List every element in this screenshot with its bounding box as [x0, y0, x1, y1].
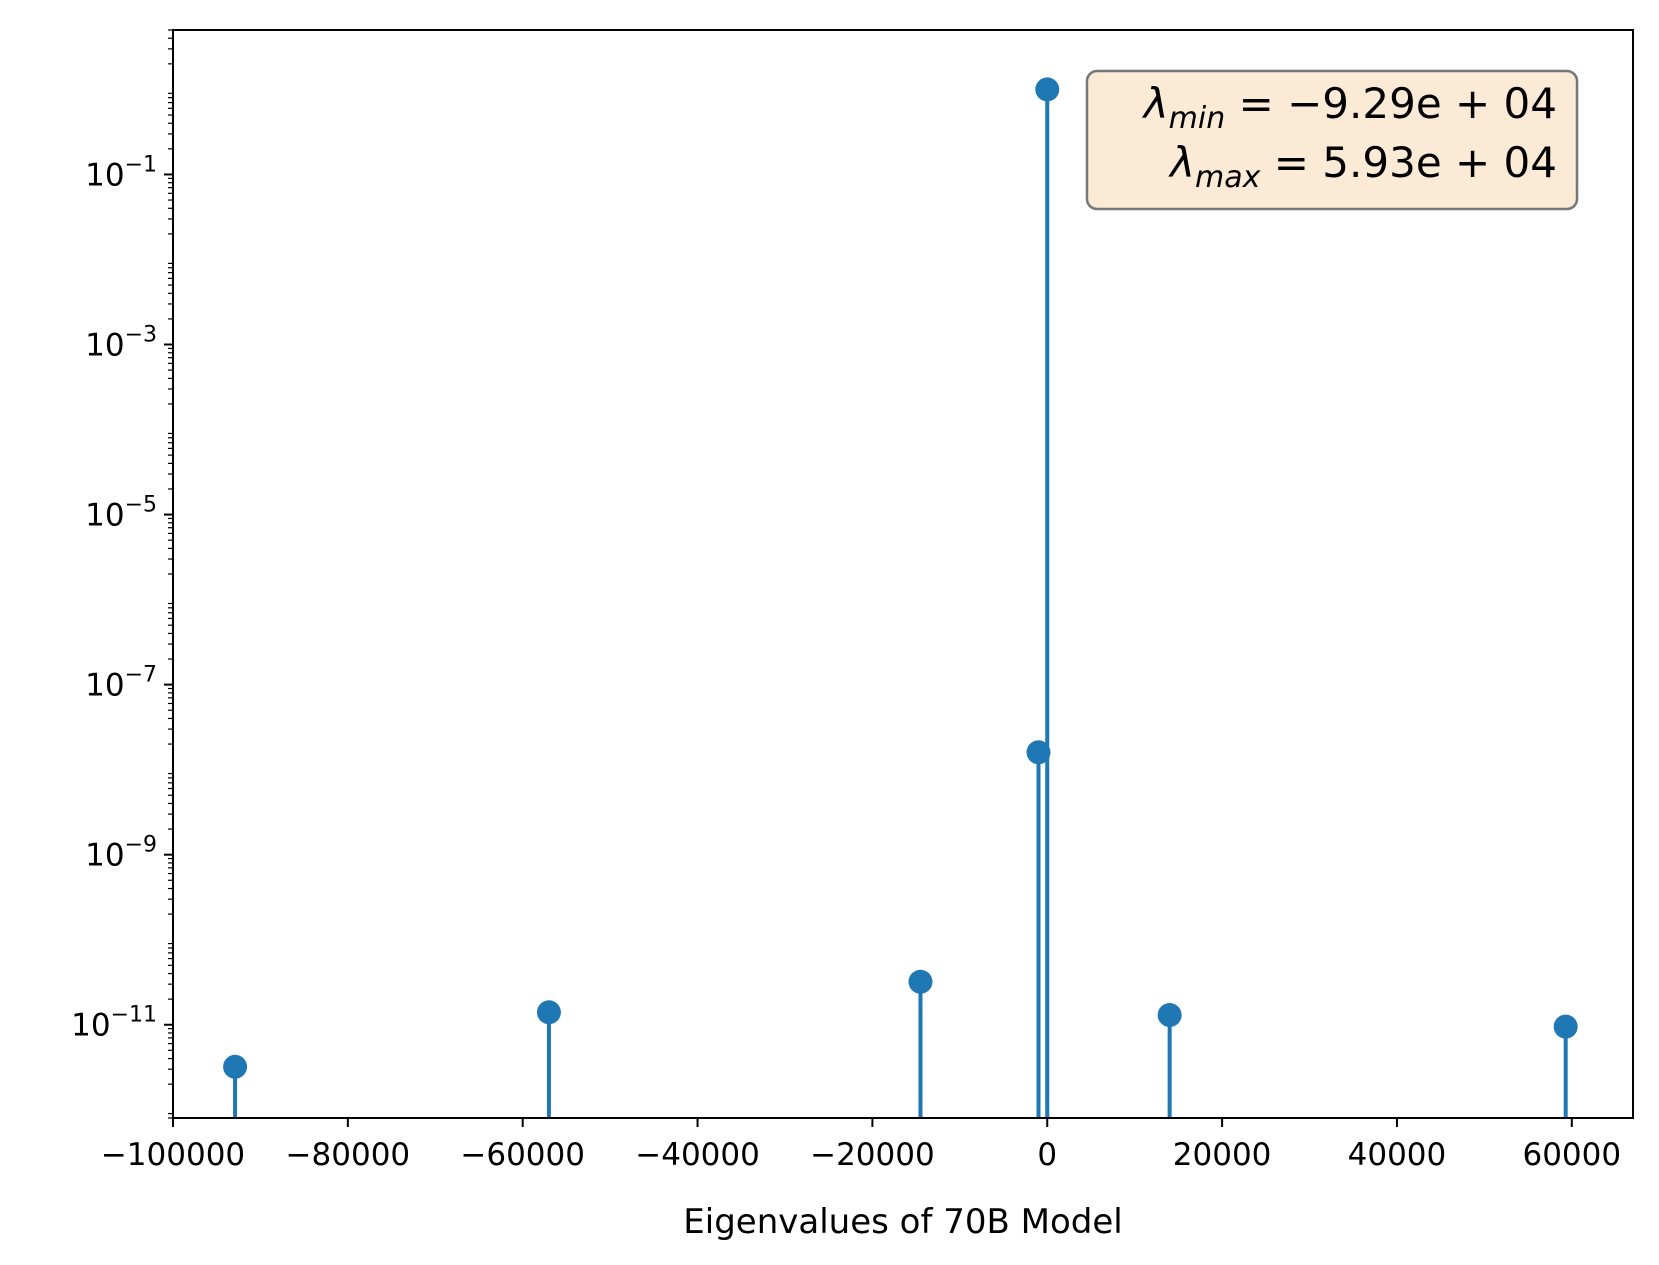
x-axis-label: Eigenvalues of 70B Model	[683, 1202, 1122, 1242]
x-tick-label-2: −60000	[460, 1137, 585, 1173]
stem-series	[233, 89, 1568, 1118]
marker-6	[1553, 1014, 1578, 1039]
marker-2	[908, 969, 933, 994]
x-tick-label-1: −80000	[286, 1137, 411, 1173]
marker-4	[1035, 77, 1060, 102]
annotation-box	[1085, 69, 1579, 211]
y-tick-label-2: 10−5	[85, 493, 157, 534]
y-tick-label-1: 10−3	[85, 323, 157, 364]
y-tick-label-0: 10−1	[85, 152, 157, 193]
x-tick-label-8: 60000	[1522, 1137, 1621, 1173]
x-axis-ticks: −100000 −80000 −60000 −40000 −20000 0 20000 400…	[101, 1118, 1621, 1173]
marker-3	[1026, 740, 1051, 765]
x-tick-label-0: −100000	[101, 1137, 245, 1173]
annotation-line-1: λmax = 5.93e + 04	[1168, 138, 1557, 195]
y-axis-ticks: 10−1 10−3 10−5 10−7 10−9 10−11	[71, 29, 173, 1119]
x-tick-label-6: 20000	[1173, 1137, 1272, 1173]
marker-5	[1157, 1003, 1182, 1028]
marker-1	[536, 1000, 561, 1025]
annotation-line-0: λmin = −9.29e + 04	[1142, 79, 1557, 136]
x-tick-label-7: 40000	[1348, 1137, 1447, 1173]
x-tick-label-4: −20000	[810, 1137, 935, 1173]
marker-series	[223, 77, 1578, 1079]
x-tick-label-3: −40000	[635, 1137, 760, 1173]
x-tick-label-5: 0	[1037, 1137, 1057, 1173]
y-tick-label-4: 10−9	[85, 833, 157, 874]
y-tick-label-5: 10−11	[71, 1003, 157, 1044]
y-tick-label-3: 10−7	[85, 663, 157, 704]
marker-0	[223, 1054, 248, 1079]
